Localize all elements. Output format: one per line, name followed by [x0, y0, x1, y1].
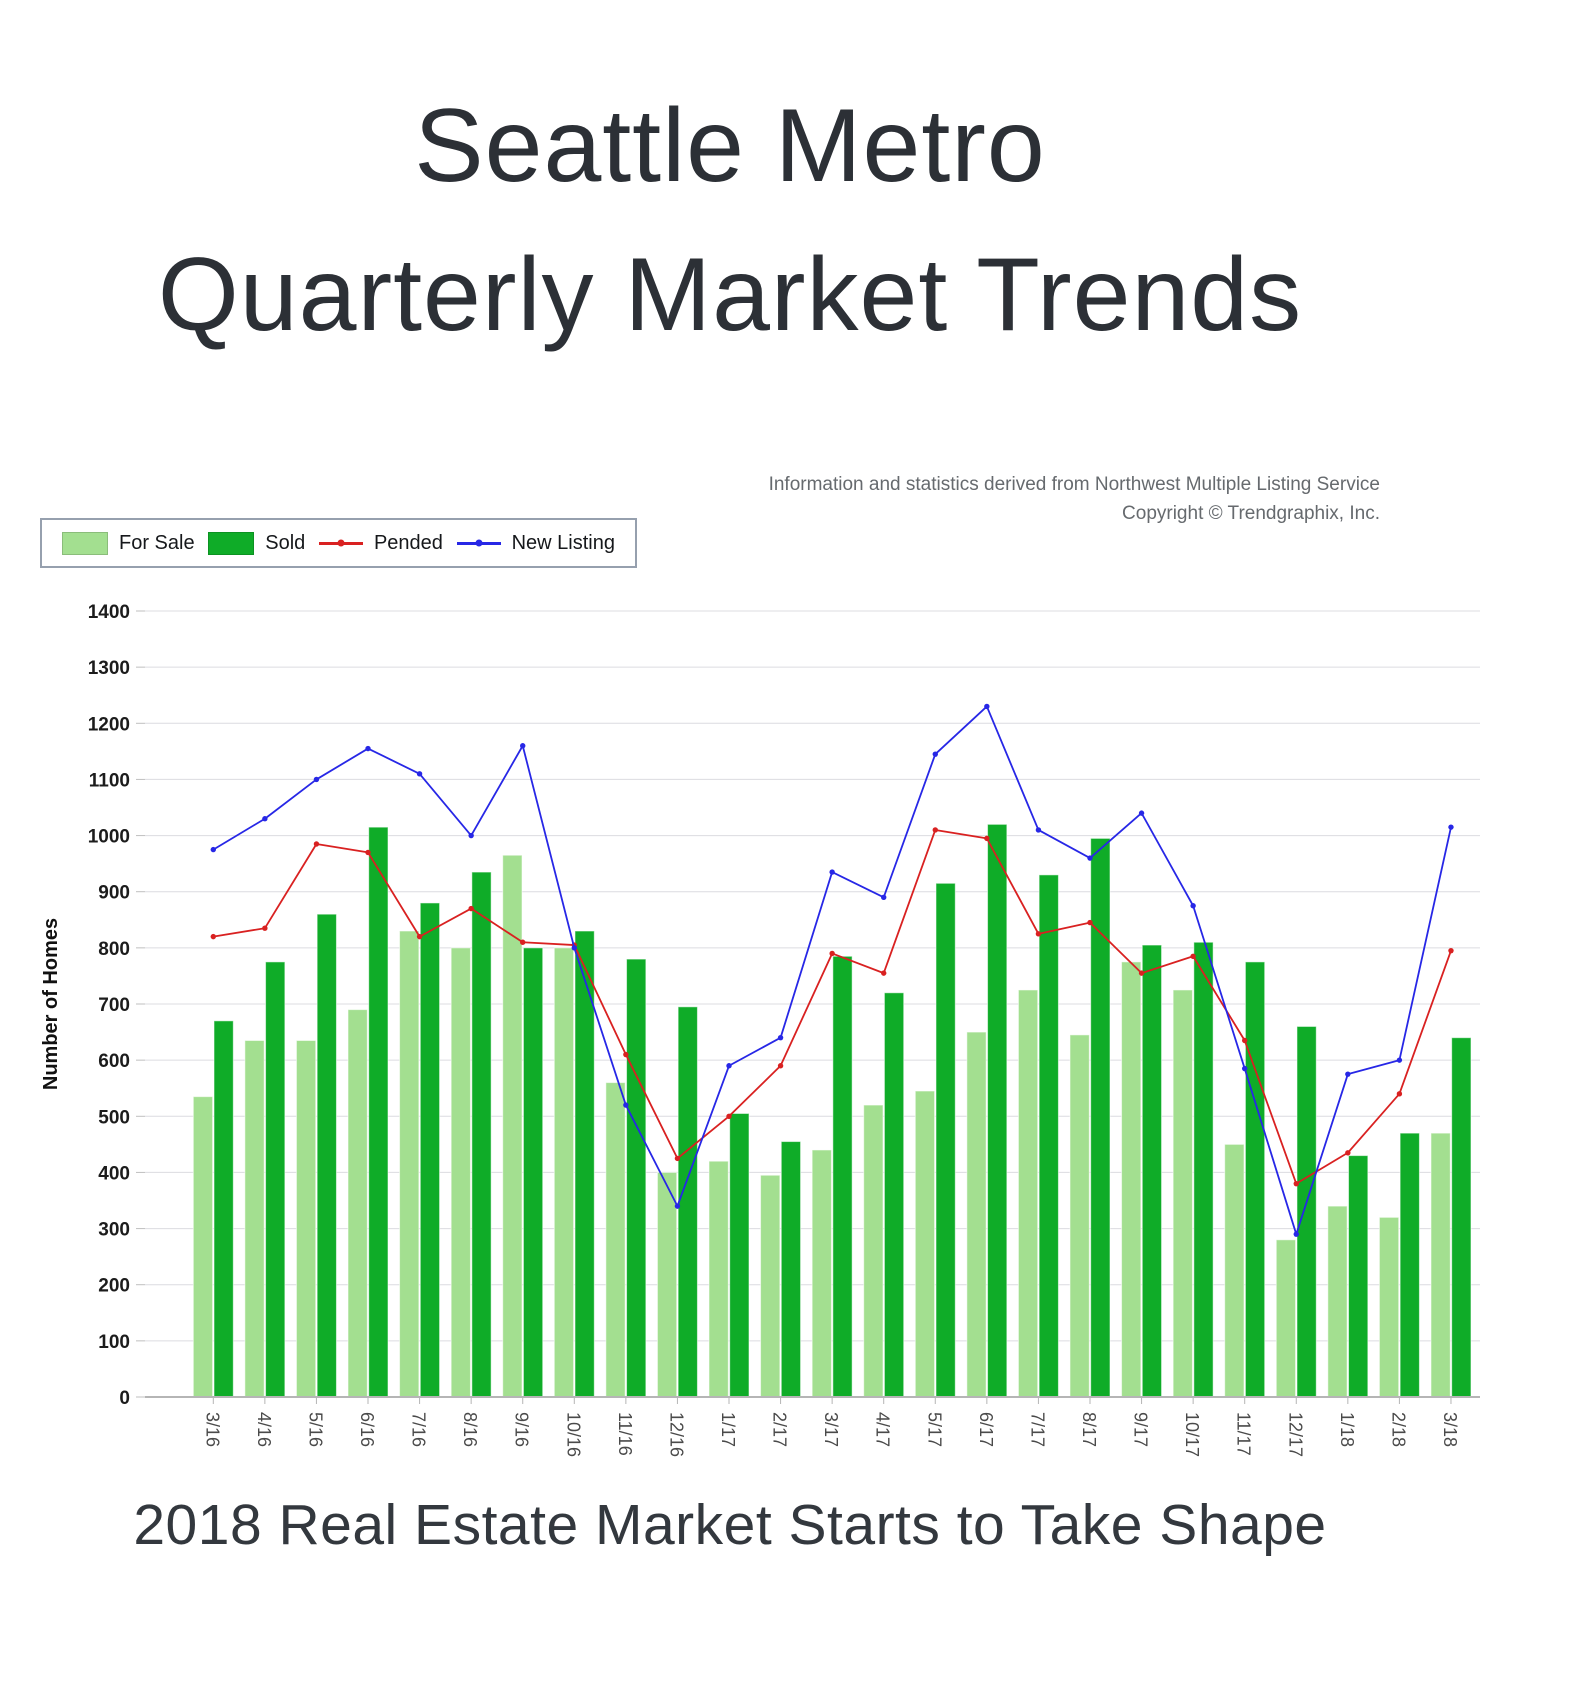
- svg-text:100: 100: [98, 1332, 130, 1353]
- pended-line-icon: [318, 539, 363, 547]
- svg-text:900: 900: [98, 883, 130, 904]
- svg-text:7/16: 7/16: [409, 1412, 429, 1447]
- svg-text:400: 400: [98, 1163, 130, 1184]
- legend-item-new-listing: New Listing: [456, 531, 615, 555]
- for-sale-swatch-icon: [62, 531, 108, 555]
- legend-label-for-sale: For Sale: [119, 531, 195, 554]
- svg-text:700: 700: [98, 995, 130, 1016]
- legend-label-pended: Pended: [373, 531, 443, 554]
- svg-text:9/17: 9/17: [1131, 1412, 1151, 1447]
- svg-text:4/17: 4/17: [873, 1412, 893, 1447]
- svg-text:10/17: 10/17: [1182, 1412, 1202, 1457]
- page-title: Seattle Metro Quarterly Market Trends: [0, 88, 1460, 354]
- attribution-line-1: Information and statistics derived from …: [768, 474, 1380, 495]
- svg-text:1100: 1100: [89, 770, 130, 791]
- svg-text:4/16: 4/16: [254, 1412, 274, 1447]
- svg-text:Number of Homes: Number of Homes: [40, 918, 62, 1090]
- legend-item-sold: Sold: [208, 531, 306, 555]
- attribution-text: Information and statistics derived from …: [769, 470, 1380, 528]
- new-listing-line-icon: [456, 539, 501, 547]
- svg-text:600: 600: [98, 1051, 130, 1072]
- legend-label-new-listing: New Listing: [511, 531, 615, 554]
- svg-text:2/17: 2/17: [770, 1412, 790, 1447]
- legend-label-sold: Sold: [265, 531, 306, 554]
- sold-swatch-icon: [208, 531, 255, 555]
- svg-text:11/16: 11/16: [615, 1412, 635, 1456]
- svg-text:1400: 1400: [88, 602, 130, 623]
- legend-item-pended: Pended: [318, 531, 443, 555]
- svg-text:7/17: 7/17: [1027, 1412, 1047, 1447]
- svg-text:5/16: 5/16: [305, 1412, 325, 1447]
- svg-text:6/16: 6/16: [357, 1412, 377, 1447]
- svg-text:1200: 1200: [88, 714, 130, 735]
- svg-text:10/16: 10/16: [563, 1412, 583, 1457]
- svg-text:12/17: 12/17: [1285, 1412, 1305, 1457]
- svg-text:8/16: 8/16: [460, 1412, 480, 1447]
- svg-text:6/17: 6/17: [976, 1412, 996, 1447]
- svg-text:1000: 1000: [88, 827, 130, 848]
- svg-text:5/17: 5/17: [924, 1412, 944, 1447]
- svg-text:8/17: 8/17: [1079, 1412, 1099, 1447]
- market-trends-chart: 0 100 200 300 400 500 600 700 800 900 1000 1100 1200…: [40, 602, 1480, 1457]
- svg-text:800: 800: [98, 939, 130, 960]
- svg-text:200: 200: [98, 1276, 130, 1297]
- svg-text:1300: 1300: [88, 658, 130, 679]
- chart-legend: For Sale Sold Pended New Listing: [40, 518, 637, 568]
- svg-text:9/16: 9/16: [512, 1412, 532, 1447]
- svg-text:500: 500: [98, 1107, 130, 1128]
- svg-text:11/17: 11/17: [1234, 1412, 1254, 1456]
- title-line-2: Quarterly Market Trends: [157, 237, 1303, 354]
- svg-text:3/18: 3/18: [1440, 1412, 1460, 1447]
- legend-item-for-sale: For Sale: [62, 531, 195, 555]
- svg-text:2/18: 2/18: [1388, 1412, 1408, 1447]
- svg-text:300: 300: [98, 1220, 130, 1241]
- svg-text:0: 0: [119, 1388, 130, 1409]
- svg-text:3/16: 3/16: [202, 1412, 222, 1447]
- attribution-line-2: Copyright © Trendgraphix, Inc.: [1122, 503, 1380, 524]
- chart-caption: 2018 Real Estate Market Starts to Take S…: [133, 1493, 1327, 1557]
- svg-text:1/18: 1/18: [1337, 1412, 1357, 1447]
- svg-text:1/17: 1/17: [718, 1412, 738, 1447]
- svg-text:12/16: 12/16: [666, 1412, 686, 1457]
- svg-text:3/17: 3/17: [821, 1412, 841, 1447]
- title-line-1: Seattle Metro: [414, 88, 1046, 204]
